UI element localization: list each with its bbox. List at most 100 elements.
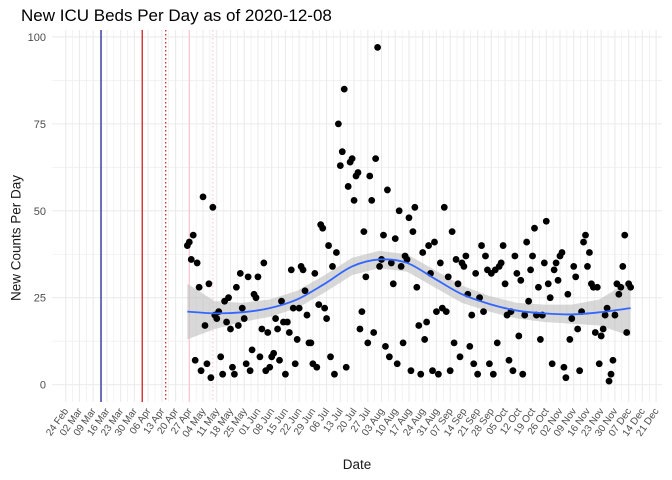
points-layer <box>183 43 635 385</box>
data-point <box>568 315 576 322</box>
data-point <box>419 249 427 256</box>
data-point <box>434 370 442 378</box>
data-point <box>558 249 566 256</box>
data-point <box>246 367 254 375</box>
y-tick-label: 50 <box>34 206 46 218</box>
data-point <box>387 259 395 267</box>
data-point <box>480 308 487 316</box>
data-point <box>260 259 268 267</box>
data-point <box>597 332 605 340</box>
data-point <box>621 231 629 239</box>
data-point <box>229 363 236 371</box>
data-point <box>601 311 609 319</box>
data-point <box>325 242 332 249</box>
data-point <box>358 308 366 316</box>
data-point <box>472 269 480 277</box>
data-point <box>205 280 213 288</box>
data-point <box>295 304 303 312</box>
data-point <box>586 249 593 256</box>
data-point <box>544 280 552 288</box>
data-point <box>399 339 407 347</box>
data-point <box>291 360 299 368</box>
data-point <box>223 318 230 326</box>
data-point <box>236 269 244 277</box>
data-point <box>238 304 246 312</box>
data-point <box>415 322 423 329</box>
data-point <box>370 329 378 336</box>
data-point <box>293 336 301 343</box>
data-point <box>374 43 381 51</box>
data-point <box>440 203 448 211</box>
data-point <box>607 370 615 378</box>
data-point <box>376 263 383 270</box>
data-point <box>580 238 587 246</box>
data-point <box>615 290 623 298</box>
data-point <box>425 242 432 249</box>
data-point <box>542 217 550 225</box>
data-point <box>276 356 283 364</box>
data-point <box>240 315 248 322</box>
x-axis-label: Date <box>342 457 372 472</box>
data-point <box>433 308 440 316</box>
data-point <box>407 367 415 375</box>
data-point <box>231 370 238 378</box>
data-point <box>452 256 460 263</box>
data-point <box>540 259 548 267</box>
data-point <box>470 360 478 368</box>
smooth-line-layer <box>187 258 631 316</box>
data-point <box>313 363 321 371</box>
data-point <box>185 238 193 246</box>
data-point <box>429 367 436 375</box>
data-point <box>497 259 505 267</box>
data-point <box>591 329 599 336</box>
data-point <box>442 308 450 316</box>
grid-layer <box>52 30 662 402</box>
data-point <box>521 311 529 319</box>
data-point <box>191 356 199 364</box>
data-point <box>315 301 323 309</box>
data-point <box>511 252 519 260</box>
data-point <box>217 353 225 361</box>
data-point <box>189 231 197 239</box>
data-point <box>482 252 489 260</box>
data-point <box>595 360 603 368</box>
data-point <box>350 196 358 204</box>
data-point <box>509 367 517 375</box>
data-point <box>248 346 256 354</box>
data-point <box>444 273 452 281</box>
data-point <box>278 297 285 305</box>
data-point <box>505 356 513 364</box>
data-point <box>513 269 521 277</box>
data-point <box>203 360 211 368</box>
data-point <box>535 283 542 291</box>
data-point <box>527 266 534 274</box>
data-point <box>266 363 274 371</box>
data-point <box>405 214 413 222</box>
data-point <box>195 283 203 291</box>
data-point <box>609 356 617 364</box>
data-point <box>617 283 625 291</box>
data-point <box>523 238 531 246</box>
data-point <box>225 294 232 302</box>
y-tick-label: 75 <box>34 119 46 131</box>
data-point <box>362 273 370 281</box>
data-point <box>411 203 419 211</box>
data-point <box>299 266 307 274</box>
smooth-band-layer <box>187 250 631 340</box>
data-point <box>499 242 507 249</box>
data-point <box>446 367 454 375</box>
data-point <box>531 224 538 232</box>
data-point <box>466 342 474 350</box>
data-point <box>564 290 572 298</box>
data-point <box>454 280 462 288</box>
data-point <box>529 252 536 260</box>
data-point <box>356 325 364 333</box>
data-point <box>344 183 352 190</box>
data-point <box>395 207 403 215</box>
data-point <box>354 169 362 176</box>
data-point <box>603 304 611 312</box>
data-point <box>364 339 372 347</box>
data-point <box>333 249 340 256</box>
data-point <box>207 374 215 382</box>
data-point <box>570 263 578 270</box>
